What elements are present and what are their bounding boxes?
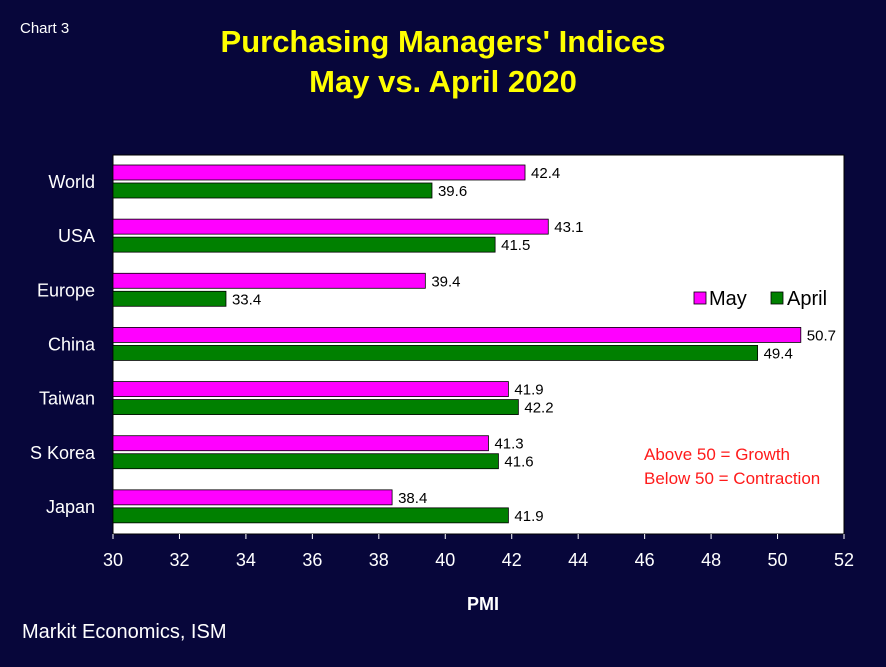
bar-may — [112, 164, 526, 181]
bar-may — [112, 218, 549, 235]
chart-title: Purchasing Managers' Indices — [220, 24, 666, 59]
bar-may — [112, 489, 393, 506]
category-label: Europe — [37, 280, 95, 300]
data-label: 50.7 — [807, 327, 836, 344]
plot-area — [112, 154, 845, 535]
x-tick-label: 42 — [502, 550, 522, 570]
x-axis-ticks: 30 32 34 36 38 40 42 44 46 48 50 52 — [103, 533, 854, 570]
category-labels: World USA Europe China Taiwan S Korea Japan — [30, 172, 96, 517]
x-tick-label: 30 — [103, 550, 123, 570]
category-label: China — [48, 335, 96, 355]
data-label: 42.4 — [531, 165, 560, 182]
bar-may — [112, 381, 509, 397]
category-label: World — [48, 172, 95, 192]
data-label: 39.6 — [438, 183, 467, 200]
category-label: USA — [58, 226, 95, 246]
category-label: Taiwan — [39, 389, 95, 409]
legend-swatch-may — [693, 291, 707, 305]
data-label: 41.6 — [504, 454, 533, 471]
data-label: 42.2 — [524, 400, 553, 417]
bar-may — [112, 435, 489, 452]
legend-label-april: April — [787, 288, 827, 310]
legend-label-may: May — [709, 288, 747, 310]
x-tick-label: 52 — [834, 550, 854, 570]
legend-swatch-april — [770, 291, 784, 305]
bar-april — [112, 399, 519, 415]
x-tick-label: 40 — [435, 550, 455, 570]
data-label: 41.9 — [514, 382, 543, 399]
x-tick-label: 48 — [701, 550, 721, 570]
bar-may — [112, 272, 426, 289]
x-tick-label: 34 — [236, 550, 256, 570]
data-label: 39.4 — [431, 273, 460, 290]
x-tick-label: 50 — [768, 550, 788, 570]
category-label: S Korea — [30, 443, 96, 463]
data-label: 38.4 — [398, 490, 427, 507]
data-label: 41.5 — [501, 237, 530, 254]
legend: May April — [693, 288, 827, 310]
bar-april — [112, 453, 499, 470]
bar-april — [112, 507, 509, 524]
source-note: Markit Economics, ISM — [22, 621, 227, 643]
x-tick-label: 46 — [635, 550, 655, 570]
data-label: 49.4 — [764, 345, 793, 362]
chart-subtitle: May vs. April 2020 — [309, 64, 577, 99]
bar-april — [112, 236, 496, 253]
data-label: 41.9 — [514, 508, 543, 525]
bar-group: 42.439.643.141.539.433.450.749.441.942.2… — [112, 164, 836, 525]
bar-april — [112, 290, 227, 307]
x-tick-label: 38 — [369, 550, 389, 570]
category-label: Japan — [46, 497, 95, 517]
data-label: 43.1 — [554, 219, 583, 236]
chart-tag: Chart 3 — [20, 20, 70, 37]
data-label: 41.3 — [494, 436, 523, 453]
bar-april — [112, 345, 759, 361]
bar-april — [112, 182, 433, 199]
x-tick-label: 36 — [302, 550, 322, 570]
bar-may — [112, 327, 802, 343]
data-label: 33.4 — [232, 291, 261, 308]
x-axis-title: PMI — [467, 594, 499, 614]
annotation-growth: Above 50 = Growth — [644, 445, 790, 464]
annotation-contraction: Below 50 = Contraction — [644, 469, 820, 488]
x-tick-label: 32 — [169, 550, 189, 570]
x-tick-label: 44 — [568, 550, 588, 570]
